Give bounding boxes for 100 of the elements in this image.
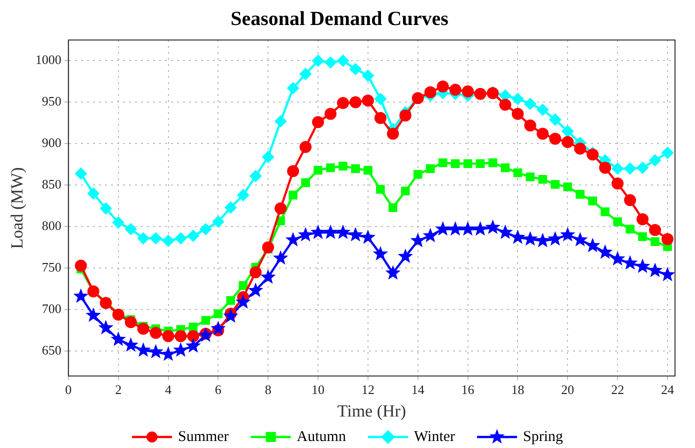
point bbox=[300, 68, 312, 80]
point bbox=[536, 128, 549, 140]
point bbox=[74, 260, 87, 272]
point bbox=[372, 246, 388, 261]
point bbox=[262, 150, 274, 163]
point bbox=[386, 128, 399, 140]
point bbox=[522, 231, 538, 246]
point bbox=[599, 162, 612, 174]
point bbox=[214, 309, 223, 318]
point bbox=[526, 172, 535, 182]
point bbox=[287, 165, 300, 178]
point bbox=[148, 344, 164, 358]
point bbox=[336, 54, 349, 67]
point bbox=[622, 255, 638, 270]
point bbox=[162, 330, 174, 342]
point bbox=[314, 166, 322, 175]
point bbox=[485, 219, 500, 234]
point bbox=[649, 154, 662, 166]
y-tick-label: 750 bbox=[42, 260, 62, 275]
point bbox=[112, 308, 124, 321]
point bbox=[87, 187, 100, 200]
y-axis-title: Load (MW) bbox=[8, 167, 27, 249]
point bbox=[549, 132, 562, 145]
y-tick-label: 650 bbox=[42, 342, 62, 358]
point bbox=[424, 86, 436, 98]
point bbox=[374, 112, 386, 124]
point bbox=[449, 84, 462, 96]
x-tick-label: 24 bbox=[661, 382, 675, 398]
point bbox=[401, 186, 410, 196]
point bbox=[349, 63, 362, 76]
point bbox=[662, 233, 674, 246]
x-tick-label: 12 bbox=[361, 382, 374, 398]
legend-label: Autumn bbox=[296, 428, 346, 445]
point bbox=[636, 162, 649, 174]
legend-label: Winter bbox=[414, 428, 456, 445]
point bbox=[512, 108, 524, 120]
point bbox=[450, 159, 460, 168]
point bbox=[624, 194, 636, 206]
point bbox=[626, 224, 634, 234]
point bbox=[388, 203, 398, 212]
point bbox=[124, 316, 137, 328]
point bbox=[422, 228, 438, 242]
point bbox=[186, 338, 201, 353]
point bbox=[285, 232, 301, 246]
point bbox=[472, 221, 488, 236]
x-tick-label: 10 bbox=[312, 382, 325, 398]
point bbox=[112, 216, 124, 229]
point bbox=[312, 116, 324, 128]
point bbox=[413, 170, 422, 179]
point bbox=[362, 70, 374, 82]
point bbox=[364, 166, 372, 175]
point bbox=[499, 98, 512, 111]
point bbox=[524, 98, 536, 110]
point bbox=[448, 221, 463, 236]
point bbox=[647, 262, 663, 278]
point bbox=[650, 237, 660, 246]
point bbox=[438, 158, 448, 168]
point bbox=[563, 182, 572, 192]
point bbox=[173, 342, 188, 357]
point bbox=[86, 307, 101, 322]
point bbox=[512, 92, 524, 105]
point bbox=[649, 224, 662, 236]
point bbox=[399, 109, 412, 122]
point bbox=[137, 322, 150, 335]
point bbox=[312, 54, 324, 67]
legend-label: Summer bbox=[178, 428, 229, 445]
point bbox=[513, 168, 522, 178]
point bbox=[226, 296, 236, 305]
y-tick-label: 950 bbox=[42, 94, 62, 109]
point bbox=[476, 159, 485, 168]
point bbox=[662, 146, 674, 159]
point bbox=[238, 281, 248, 290]
point bbox=[110, 331, 126, 346]
point bbox=[597, 244, 613, 259]
point bbox=[338, 162, 348, 170]
point bbox=[376, 184, 385, 194]
point bbox=[498, 224, 513, 239]
legend-label: Spring bbox=[523, 428, 564, 445]
point bbox=[538, 174, 548, 184]
point bbox=[301, 178, 310, 188]
x-tick-label: 6 bbox=[214, 382, 222, 398]
point bbox=[585, 238, 600, 252]
x-tick-label: 16 bbox=[461, 382, 475, 398]
point bbox=[435, 221, 450, 236]
point bbox=[150, 232, 162, 244]
point bbox=[636, 213, 649, 226]
point bbox=[288, 190, 298, 200]
point bbox=[510, 229, 526, 244]
y-tick-label: 800 bbox=[42, 218, 62, 234]
point bbox=[410, 232, 426, 248]
point bbox=[223, 308, 238, 323]
point bbox=[212, 216, 224, 228]
point bbox=[250, 170, 262, 182]
x-tick-label: 4 bbox=[165, 382, 172, 398]
point bbox=[536, 104, 549, 116]
point bbox=[612, 178, 624, 190]
point bbox=[524, 119, 536, 132]
point bbox=[600, 207, 610, 216]
point bbox=[488, 158, 498, 168]
point bbox=[360, 229, 376, 244]
